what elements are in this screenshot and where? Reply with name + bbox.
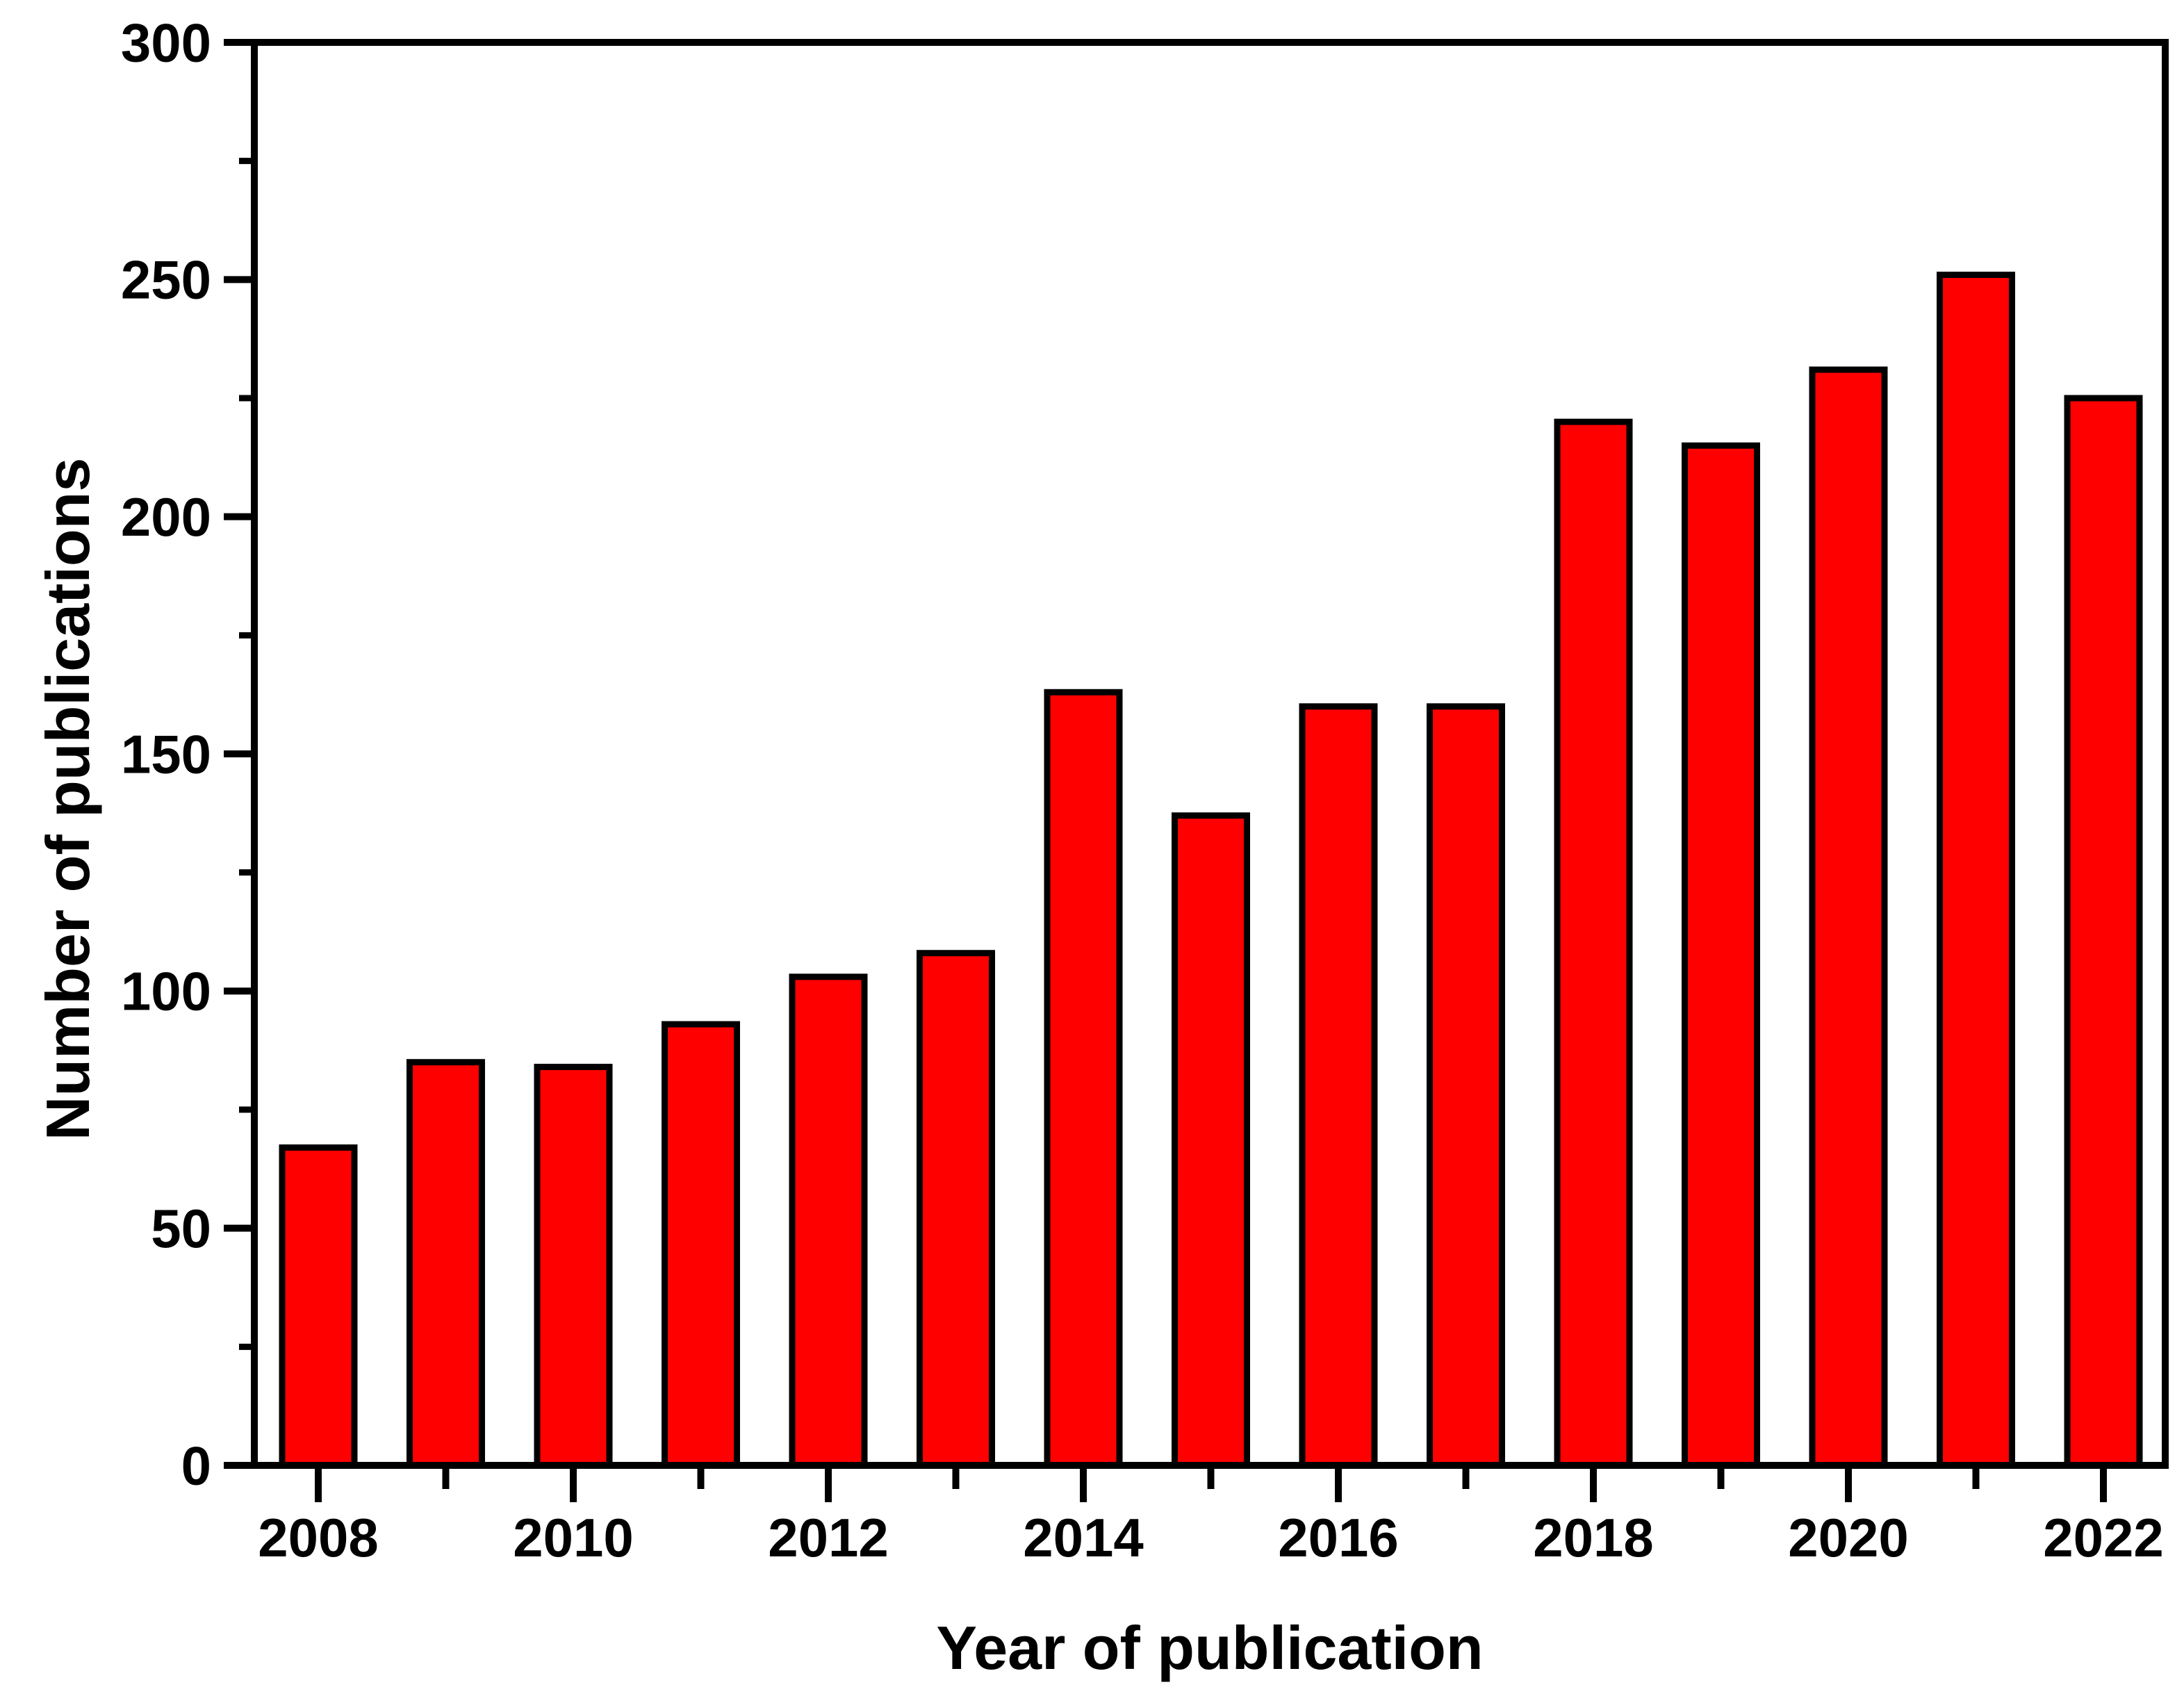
- bar-2015: [1172, 812, 1250, 1469]
- x-tick-label-2010: 2010: [513, 1507, 634, 1568]
- x-tick-label-2008: 2008: [258, 1507, 379, 1568]
- bar-2009: [407, 1059, 485, 1469]
- x-tick-label-2020: 2020: [1788, 1507, 1909, 1568]
- bar-2016: [1299, 703, 1378, 1469]
- bar-2018: [1554, 418, 1633, 1469]
- bar-2008: [279, 1144, 358, 1469]
- y-tick-label-100: 100: [121, 961, 211, 1022]
- y-tick-label-150: 150: [121, 723, 211, 784]
- y-tick-label-300: 300: [121, 12, 211, 73]
- bar-2017: [1427, 703, 1505, 1469]
- x-axis-title: Year of publication: [936, 1613, 1483, 1682]
- y-tick-label-0: 0: [181, 1435, 211, 1496]
- y-axis-title: Number of publications: [33, 458, 102, 1141]
- bar-2010: [534, 1064, 613, 1469]
- x-tick-label-2014: 2014: [1023, 1507, 1144, 1568]
- bar-2014: [1044, 689, 1123, 1469]
- plot-border: [251, 39, 2169, 1469]
- bars-layer: [279, 272, 2143, 1469]
- bar-2019: [1682, 442, 1760, 1469]
- x-tick-label-2018: 2018: [1533, 1507, 1654, 1568]
- bar-2012: [789, 973, 868, 1469]
- bar-2011: [662, 1021, 740, 1469]
- x-tick-label-2012: 2012: [768, 1507, 889, 1568]
- x-tick-label-2016: 2016: [1278, 1507, 1399, 1568]
- bar-2022: [2064, 395, 2143, 1469]
- bar-2020: [1809, 366, 1888, 1469]
- bar-2021: [1937, 272, 2015, 1469]
- tick-labels-layer: 0 50 100 150 200 250 300 2008 2010 2012 2014 2016 20…: [121, 12, 2164, 1568]
- y-tick-label-250: 250: [121, 249, 211, 311]
- bar-2013: [917, 950, 995, 1469]
- x-tick-label-2022: 2022: [2043, 1507, 2164, 1568]
- axes-layer: [224, 39, 2169, 1502]
- y-tick-label-200: 200: [121, 486, 211, 548]
- y-tick-label-50: 50: [151, 1198, 211, 1259]
